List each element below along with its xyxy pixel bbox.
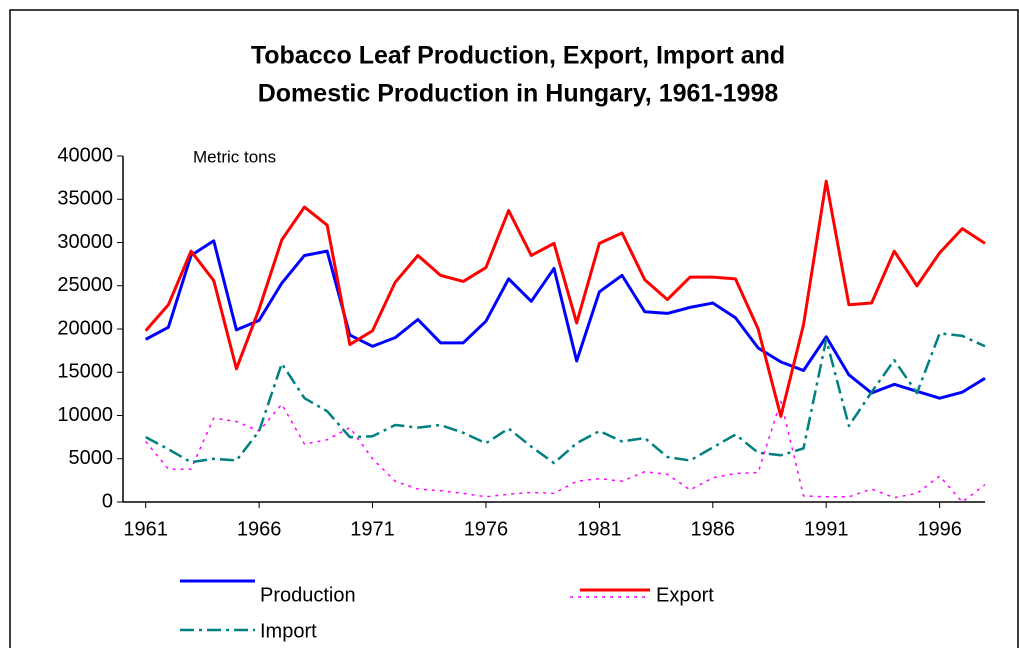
y-tick-label: 30000 (57, 231, 113, 253)
series-line (145, 332, 986, 465)
y-tick-label: 20000 (57, 317, 113, 339)
legend-label: Production (260, 584, 356, 606)
chart-border (9, 9, 1019, 648)
y-tick-label: 25000 (57, 274, 113, 296)
x-tick-label: 1986 (691, 518, 736, 540)
y-tick-label: 40000 (57, 144, 113, 166)
x-tick-label: 1991 (804, 518, 849, 540)
chart-title: Domestic Production in Hungary, 1961-199… (258, 80, 779, 108)
legend-label: Export (656, 584, 714, 606)
y-tick-label: 10000 (57, 404, 113, 426)
annotation: Metric tons (193, 147, 276, 166)
x-tick-label: 1996 (917, 518, 962, 540)
y-tick-label: 5000 (69, 447, 114, 469)
y-tick-label: 15000 (57, 361, 113, 383)
series-line (144, 239, 986, 400)
chart-title: Tobacco Leaf Production, Export, Import … (251, 42, 785, 70)
x-tick-label: 1961 (123, 518, 168, 540)
x-tick-label: 1966 (237, 518, 282, 540)
x-tick-label: 1971 (350, 518, 395, 540)
legend-label: Import (260, 620, 317, 642)
y-tick-label: 0 (102, 490, 113, 512)
x-tick-label: 1976 (464, 518, 509, 540)
series-line (144, 179, 986, 418)
x-tick-label: 1981 (577, 518, 622, 540)
y-tick-label: 35000 (57, 188, 113, 210)
